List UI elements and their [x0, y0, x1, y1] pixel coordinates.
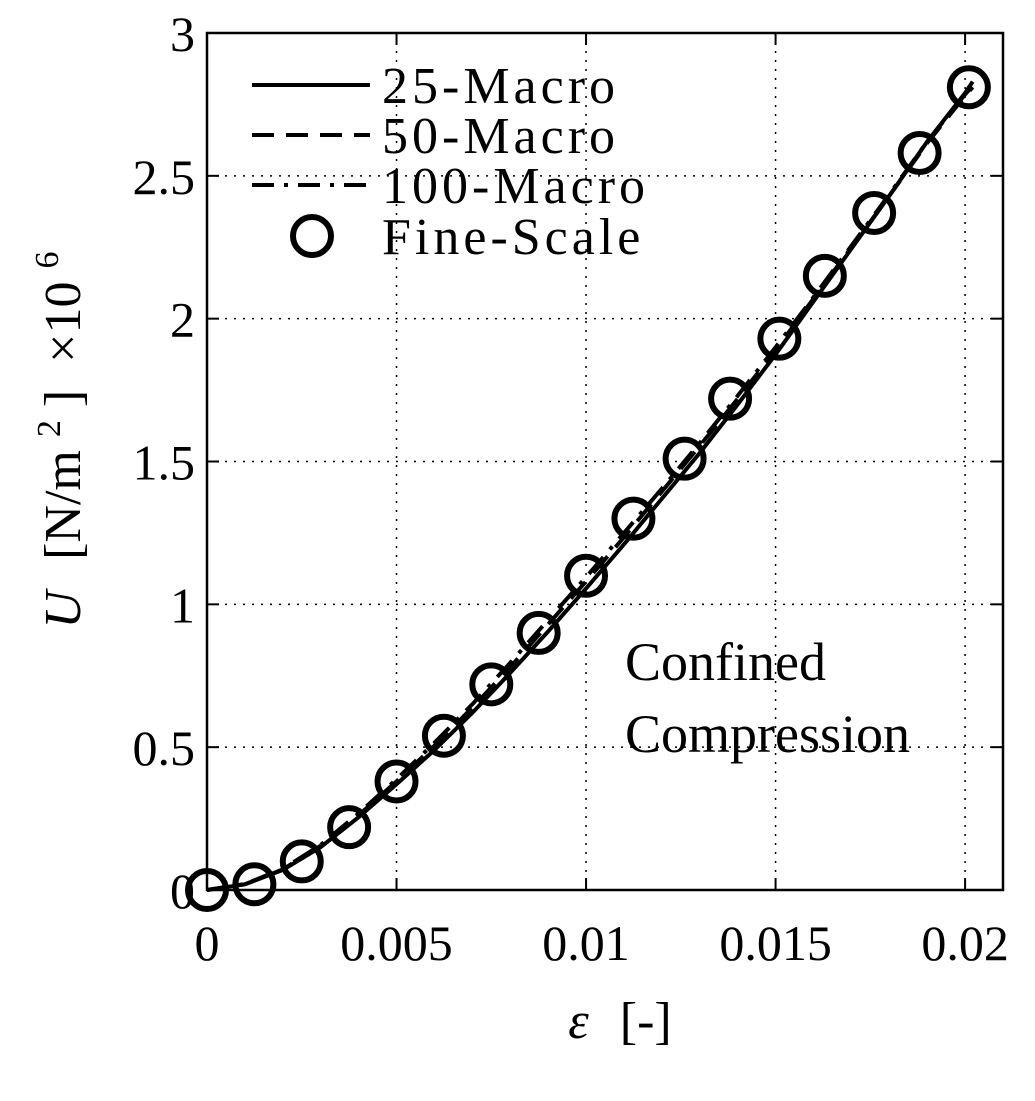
y-tick-label: 1.5	[133, 435, 196, 491]
y-tick-label: 1	[170, 577, 195, 633]
data-point-fine-scale	[232, 862, 277, 907]
annotation-line-1: Confined	[625, 632, 826, 692]
data-point-fine-scale	[708, 376, 753, 421]
y-tick-label: 2.5	[133, 149, 196, 205]
data-point-fine-scale	[516, 610, 561, 655]
legend-label-50-macro: 50-Macro	[382, 108, 619, 165]
data-point-fine-scale	[421, 713, 466, 758]
y-tick-label: 0	[170, 863, 195, 919]
y-axis-unit: [N/m	[35, 450, 92, 560]
data-point-fine-scale	[279, 839, 324, 884]
data-point-fine-scale	[897, 130, 942, 175]
x-axis-unit: [-]	[620, 993, 672, 1050]
x-axis-symbol: ε	[568, 993, 589, 1050]
y-axis-unit-close: ]	[35, 390, 92, 407]
x-tick-label: 0.015	[719, 915, 832, 971]
data-point-fine-scale	[374, 759, 419, 804]
y-tick-label: 2	[170, 292, 195, 348]
data-point-fine-scale	[327, 805, 372, 850]
data-point-fine-scale	[469, 662, 514, 707]
y-axis-scale-exponent: 6	[29, 252, 66, 269]
data-point-fine-scale	[662, 436, 707, 481]
y-tick-label: 0.5	[133, 720, 196, 776]
y-axis-scale: ×10	[35, 282, 92, 363]
data-point-fine-scale	[802, 253, 847, 298]
legend-label-25-macro: 25-Macro	[382, 58, 619, 115]
tick-labels: 0 0.005 0.01 0.015 0.02 0 0.5 1 1.5 2 2.5 3	[133, 6, 1009, 971]
data-point-fine-scale	[564, 553, 609, 598]
data-point-fine-scale	[852, 190, 897, 235]
x-tick-label: 0.02	[921, 915, 1009, 971]
y-axis-label: U [N/m 2 ] ×10 6	[15, 252, 92, 629]
legend-label-fine-scale: Fine-Scale	[382, 209, 644, 266]
data-point-fine-scale	[611, 496, 656, 541]
y-axis-symbol: U	[35, 587, 92, 628]
series-line-100-macro	[206, 84, 975, 892]
y-axis-unit-exponent: 2	[31, 420, 68, 437]
x-tick-label: 0.005	[340, 915, 453, 971]
data-point-fine-scale	[946, 65, 991, 110]
grid-lines	[207, 33, 1003, 890]
legend-label-100-macro: 100-Macro	[382, 158, 649, 215]
x-tick-label: 0.01	[542, 915, 630, 971]
series-layer	[185, 65, 991, 912]
legend-marker-fine-scale	[290, 214, 334, 258]
x-axis-label: ε [-]	[568, 993, 671, 1050]
annotation-line-2: Compression	[625, 704, 910, 764]
y-tick-label: 3	[170, 6, 195, 62]
x-tick-label: 0	[195, 915, 220, 971]
data-point-fine-scale	[757, 316, 802, 361]
axis-ticks	[206, 32, 1003, 891]
